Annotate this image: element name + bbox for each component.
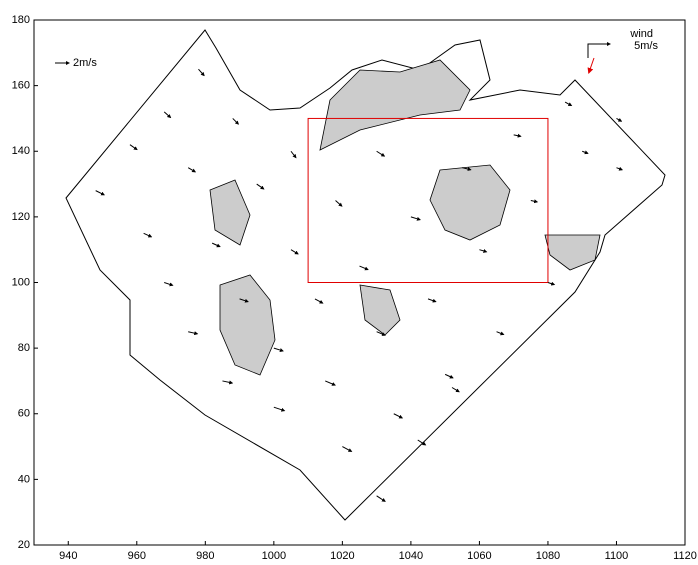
velocity-vector <box>394 414 402 418</box>
velocity-vector <box>274 348 283 351</box>
island <box>360 285 400 335</box>
wind-speed-label: 5m/s <box>634 40 658 52</box>
velocity-vector <box>377 496 385 502</box>
velocity-vector <box>479 250 486 252</box>
velocity-vector <box>130 145 137 150</box>
velocity-vector <box>411 217 420 220</box>
y-tick-label: 40 <box>18 473 30 485</box>
velocity-vector <box>342 447 351 452</box>
y-tick-label: 20 <box>18 539 30 551</box>
velocity-vector <box>144 233 152 237</box>
wind-arrow <box>589 58 594 73</box>
velocity-vector <box>565 102 571 106</box>
y-tick-label: 180 <box>12 14 30 26</box>
x-tick-label: 1000 <box>262 550 286 562</box>
velocity-vector <box>497 332 504 335</box>
y-tick-label: 160 <box>12 80 30 92</box>
velocity-vector <box>428 299 436 302</box>
x-tick-label: 980 <box>196 550 214 562</box>
velocity-vector <box>336 200 342 206</box>
velocity-vector <box>212 243 220 247</box>
x-tick-label: 1040 <box>399 550 423 562</box>
velocity-vector <box>274 407 285 411</box>
x-tick-label: 940 <box>59 550 77 562</box>
x-tick-label: 1100 <box>605 550 629 562</box>
y-tick-label: 60 <box>18 408 30 420</box>
wind-label: wind <box>629 28 653 40</box>
x-tick-label: 1080 <box>536 550 560 562</box>
velocity-vector <box>188 332 197 334</box>
velocity-vector <box>164 283 172 286</box>
velocity-vector <box>164 112 170 118</box>
velocity-vector <box>582 151 588 153</box>
x-tick-label: 960 <box>128 550 146 562</box>
velocity-vector <box>188 168 195 172</box>
x-tick-label: 1020 <box>330 550 354 562</box>
velocity-vector <box>315 299 323 303</box>
wind-axes <box>588 44 610 58</box>
island <box>210 180 250 245</box>
velocity-vector <box>222 381 232 383</box>
velocity-vector <box>360 266 368 270</box>
velocity-vector <box>291 151 296 157</box>
velocity-vector <box>531 200 537 201</box>
highlight-box <box>308 118 548 282</box>
velocity-vector <box>325 381 335 385</box>
island <box>430 165 510 240</box>
velocity-vector <box>514 135 521 136</box>
x-tick-label: 1120 <box>673 550 697 562</box>
velocity-vector <box>233 118 239 124</box>
velocity-vector <box>616 168 622 170</box>
y-tick-label: 140 <box>12 145 30 157</box>
velocity-vector <box>616 118 621 121</box>
reference-label: 2m/s <box>73 57 97 69</box>
velocity-vector <box>291 250 298 254</box>
y-tick-label: 80 <box>18 342 30 354</box>
velocity-vector <box>452 388 459 392</box>
island <box>220 275 275 375</box>
chart: 2m/s wind 5m/s 940 960 980 1000 1020 1040 1060… <box>0 0 698 565</box>
velocity-vector <box>257 184 264 189</box>
y-tick-label: 120 <box>12 211 30 223</box>
velocity-vector <box>377 151 385 156</box>
velocity-vector <box>96 191 104 195</box>
velocity-vector <box>548 283 554 285</box>
velocity-vector <box>445 374 453 378</box>
x-tick-label: 1060 <box>467 550 491 562</box>
islands <box>210 60 600 375</box>
y-tick-label: 100 <box>12 276 30 288</box>
island <box>320 60 470 150</box>
velocity-vector <box>198 69 204 75</box>
